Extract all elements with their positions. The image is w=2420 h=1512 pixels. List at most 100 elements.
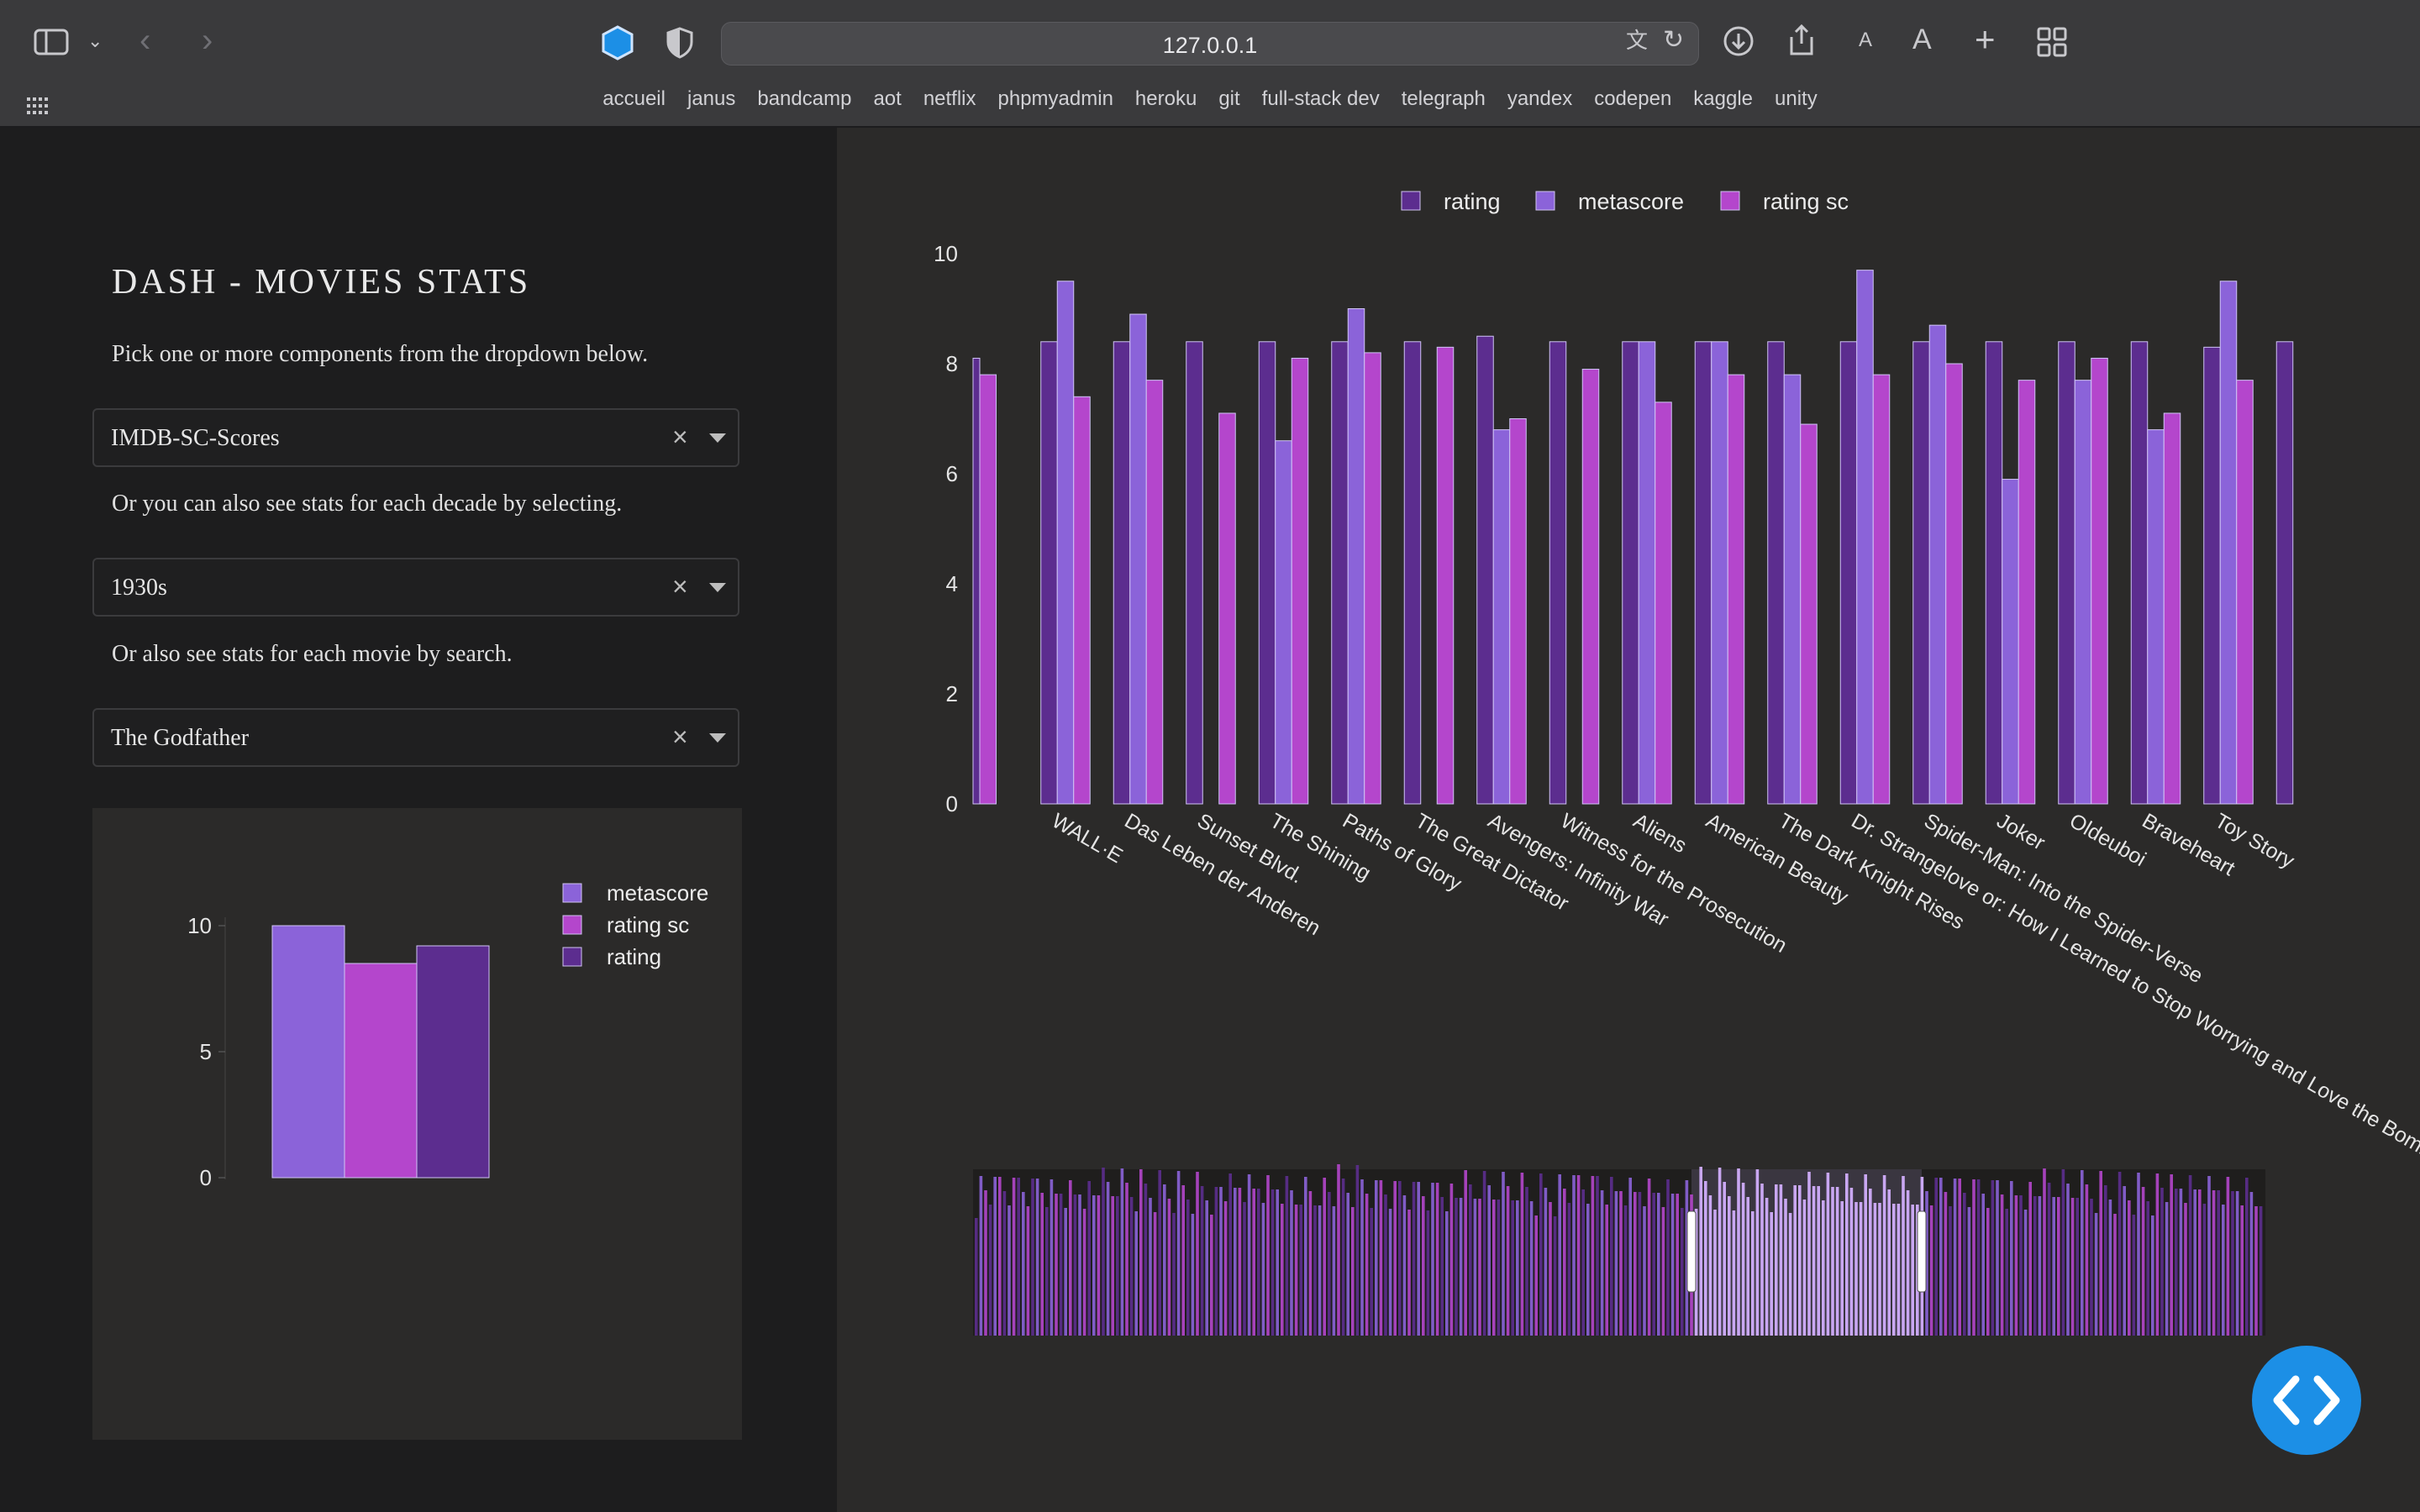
range-slider-bar: [1087, 1181, 1091, 1336]
range-slider-bar: [2010, 1181, 2013, 1336]
address-bar[interactable]: 127.0.0.1 文 ↻: [721, 22, 1699, 66]
range-slider-bar: [1666, 1179, 1670, 1336]
extension-hexagon-icon[interactable]: [600, 25, 635, 66]
bookmark-link[interactable]: heroku: [1134, 87, 1197, 110]
bookmark-link[interactable]: phpmyadmin: [997, 87, 1113, 110]
range-slider-bar: [2151, 1215, 2154, 1336]
clear-icon[interactable]: ×: [672, 571, 688, 601]
components-dropdown[interactable]: IMDB-SC-Scores ×: [92, 408, 739, 467]
reload-icon[interactable]: ↻: [1663, 26, 1685, 54]
bar-metascore: [1638, 341, 1656, 805]
range-slider-bar: [1417, 1182, 1420, 1336]
bookmark-link[interactable]: unity: [1775, 87, 1818, 110]
range-slider-bar: [1073, 1194, 1077, 1336]
range-slider-bar: [1097, 1195, 1101, 1336]
range-slider-bar: [1652, 1193, 1655, 1336]
new-tab-plus-icon[interactable]: +: [1975, 19, 1996, 59]
movie-search-dropdown[interactable]: The Godfather ×: [92, 708, 739, 767]
bar-rating: [1186, 341, 1203, 805]
text-smaller-icon[interactable]: A: [1859, 29, 1873, 51]
range-slider-bar: [1040, 1193, 1044, 1336]
range-slider-right-handle[interactable]: [1917, 1210, 1927, 1293]
range-slider[interactable]: [973, 1164, 2265, 1336]
range-slider-bar: [2123, 1186, 2126, 1336]
forward-arrow-icon[interactable]: ›: [202, 22, 213, 59]
clear-icon[interactable]: ×: [672, 722, 688, 752]
bookmark-link[interactable]: kaggle: [1693, 87, 1754, 110]
sidebar-toggle-icon[interactable]: [34, 29, 69, 60]
bar-rating: [1331, 341, 1349, 805]
bar-metascore: [1275, 440, 1292, 805]
legend-label: rating sc: [607, 912, 689, 937]
chevron-down-icon[interactable]: [709, 433, 726, 443]
page-title: DASH - MOVIES STATS: [112, 263, 531, 302]
range-slider-bar: [1647, 1179, 1651, 1336]
range-slider-bar: [1981, 1194, 1985, 1336]
bookmark-link[interactable]: netflix: [923, 87, 976, 110]
range-slider-bar: [1502, 1172, 1505, 1336]
bookmark-link[interactable]: bandcamp: [757, 87, 852, 110]
bookmark-link[interactable]: aot: [873, 87, 902, 110]
bar-rating-sc: [1145, 380, 1164, 805]
range-slider-bar: [2170, 1174, 2173, 1336]
range-slider-bar: [1116, 1196, 1119, 1336]
range-slider-bar: [1360, 1179, 1364, 1336]
range-slider-bar: [1346, 1193, 1349, 1336]
range-slider-bar: [1308, 1191, 1313, 1336]
bookmark-link[interactable]: git: [1218, 87, 1240, 110]
range-slider-bar: [1798, 1185, 1802, 1336]
bar-rating-sc: [2018, 380, 2036, 805]
chevron-down-icon[interactable]: [709, 583, 726, 592]
chevron-down-icon[interactable]: ⌄: [87, 30, 103, 51]
bookmark-link[interactable]: full-stack dev: [1261, 87, 1380, 110]
range-slider-bar: [1902, 1176, 1905, 1336]
range-slider-bar: [1449, 1184, 1454, 1336]
range-slider-bar: [1478, 1199, 1481, 1336]
clear-icon[interactable]: ×: [672, 422, 688, 452]
bookmark-link[interactable]: codepen: [1594, 87, 1672, 110]
range-slider-bar: [2249, 1192, 2254, 1336]
decade-dropdown[interactable]: 1930s ×: [92, 558, 739, 617]
range-slider-bar: [1281, 1204, 1284, 1336]
bar-rating: [1767, 341, 1785, 805]
y-tick-label: 4: [946, 571, 958, 596]
range-slider-bar: [1775, 1184, 1778, 1336]
shield-icon[interactable]: [666, 27, 694, 64]
range-slider-bar: [1223, 1201, 1228, 1336]
back-arrow-icon[interactable]: ‹: [139, 22, 151, 59]
bookmark-link[interactable]: yandex: [1507, 87, 1573, 110]
range-slider-bar: [1699, 1167, 1702, 1336]
range-slider-bar: [1728, 1196, 1731, 1336]
range-slider-bar: [1393, 1181, 1397, 1336]
y-tick-label: 0: [200, 1165, 212, 1190]
bar-rating: [2203, 346, 2221, 805]
range-slider-bar: [1596, 1176, 1599, 1336]
range-slider-bar: [1826, 1173, 1830, 1336]
apps-grid-icon[interactable]: [27, 91, 49, 119]
range-slider-bar: [1755, 1169, 1760, 1336]
range-slider-bar: [1586, 1204, 1590, 1336]
decade-text: Or you can also see stats for each decad…: [112, 491, 623, 517]
range-slider-left-handle[interactable]: [1686, 1210, 1697, 1293]
bookmarks-bar: accueil janus bandcamp aot netflix phpmyadmin…: [0, 87, 2420, 116]
bookmark-link[interactable]: accueil: [602, 87, 666, 110]
text-larger-icon[interactable]: A: [1912, 24, 1932, 55]
bar-rating-sc: [2236, 380, 2254, 805]
url-text: 127.0.0.1: [1162, 33, 1258, 58]
range-slider-bar: [1102, 1168, 1105, 1336]
range-slider-bar: [1628, 1178, 1632, 1336]
range-slider-bar: [1455, 1198, 1458, 1336]
downloads-icon[interactable]: [1723, 25, 1754, 62]
range-slider-bar: [1793, 1185, 1797, 1336]
tab-overview-icon[interactable]: [2037, 27, 2067, 62]
range-slider-bar: [1473, 1199, 1477, 1336]
range-slider-bar: [1379, 1180, 1383, 1336]
bookmark-link[interactable]: janus: [687, 87, 736, 110]
bookmark-link[interactable]: telegraph: [1401, 87, 1486, 110]
share-icon[interactable]: [1786, 24, 1817, 62]
chevron-down-icon[interactable]: [709, 733, 726, 743]
dash-devtools-button[interactable]: [2252, 1346, 2361, 1455]
translate-icon[interactable]: 文: [1626, 28, 1649, 53]
range-slider-bar: [2184, 1203, 2187, 1336]
range-slider-bar: [1176, 1171, 1181, 1336]
